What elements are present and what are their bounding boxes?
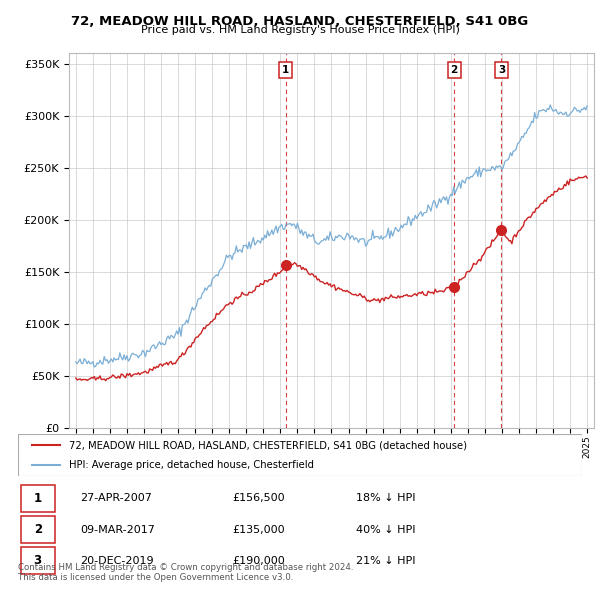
FancyBboxPatch shape — [21, 485, 55, 512]
Text: 18% ↓ HPI: 18% ↓ HPI — [356, 493, 416, 503]
Text: 09-MAR-2017: 09-MAR-2017 — [80, 525, 155, 535]
Text: 20-DEC-2019: 20-DEC-2019 — [80, 556, 154, 566]
Text: Price paid vs. HM Land Registry's House Price Index (HPI): Price paid vs. HM Land Registry's House … — [140, 25, 460, 35]
Text: 3: 3 — [498, 65, 505, 75]
Text: 72, MEADOW HILL ROAD, HASLAND, CHESTERFIELD, S41 0BG: 72, MEADOW HILL ROAD, HASLAND, CHESTERFI… — [71, 15, 529, 28]
Text: 3: 3 — [34, 554, 42, 567]
Text: 2: 2 — [34, 523, 42, 536]
Text: 27-APR-2007: 27-APR-2007 — [80, 493, 152, 503]
Text: Contains HM Land Registry data © Crown copyright and database right 2024.
This d: Contains HM Land Registry data © Crown c… — [18, 563, 353, 582]
Text: £135,000: £135,000 — [232, 525, 285, 535]
Text: 1: 1 — [282, 65, 289, 75]
Text: 40% ↓ HPI: 40% ↓ HPI — [356, 525, 416, 535]
Text: 1: 1 — [34, 492, 42, 505]
FancyBboxPatch shape — [21, 547, 55, 574]
Text: HPI: Average price, detached house, Chesterfield: HPI: Average price, detached house, Ches… — [69, 460, 314, 470]
FancyBboxPatch shape — [21, 516, 55, 543]
Text: £190,000: £190,000 — [232, 556, 285, 566]
FancyBboxPatch shape — [18, 434, 582, 476]
Text: 2: 2 — [451, 65, 458, 75]
Text: £156,500: £156,500 — [232, 493, 285, 503]
Text: 21% ↓ HPI: 21% ↓ HPI — [356, 556, 416, 566]
Text: 72, MEADOW HILL ROAD, HASLAND, CHESTERFIELD, S41 0BG (detached house): 72, MEADOW HILL ROAD, HASLAND, CHESTERFI… — [69, 440, 467, 450]
